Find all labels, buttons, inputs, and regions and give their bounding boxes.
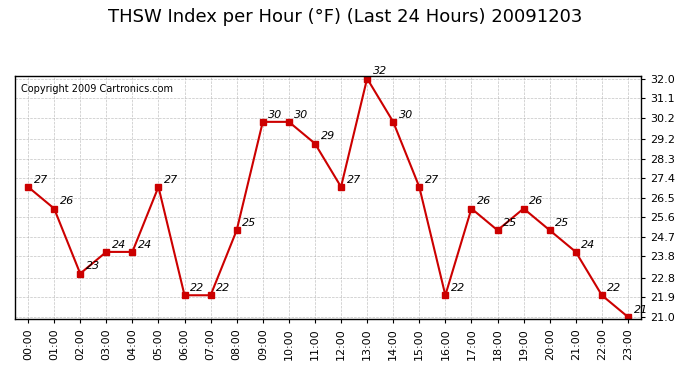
Text: 22: 22	[216, 283, 230, 293]
Text: 30: 30	[399, 110, 413, 120]
Text: THSW Index per Hour (°F) (Last 24 Hours) 20091203: THSW Index per Hour (°F) (Last 24 Hours)…	[108, 8, 582, 26]
Text: 26: 26	[59, 196, 74, 206]
Text: 25: 25	[555, 218, 569, 228]
Text: 24: 24	[138, 240, 152, 250]
Text: 25: 25	[503, 218, 518, 228]
Text: 30: 30	[295, 110, 308, 120]
Text: 26: 26	[529, 196, 544, 206]
Text: 25: 25	[242, 218, 257, 228]
Text: 32: 32	[373, 66, 387, 76]
Text: 27: 27	[164, 175, 178, 185]
Text: 22: 22	[451, 283, 465, 293]
Text: 22: 22	[607, 283, 622, 293]
Text: 22: 22	[190, 283, 204, 293]
Text: 30: 30	[268, 110, 283, 120]
Text: 24: 24	[112, 240, 126, 250]
Text: 21: 21	[633, 305, 648, 315]
Text: 23: 23	[86, 261, 100, 272]
Text: Copyright 2009 Cartronics.com: Copyright 2009 Cartronics.com	[21, 84, 173, 94]
Text: 24: 24	[581, 240, 595, 250]
Text: 27: 27	[34, 175, 48, 185]
Text: 29: 29	[320, 131, 335, 141]
Text: 27: 27	[346, 175, 361, 185]
Text: 27: 27	[425, 175, 439, 185]
Text: 26: 26	[477, 196, 491, 206]
